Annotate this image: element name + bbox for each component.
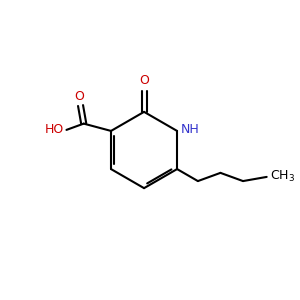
Text: O: O [74,90,84,103]
Text: HO: HO [44,123,64,136]
Text: NH: NH [181,123,199,136]
Text: O: O [139,74,149,87]
Text: CH$_3$: CH$_3$ [270,169,295,184]
